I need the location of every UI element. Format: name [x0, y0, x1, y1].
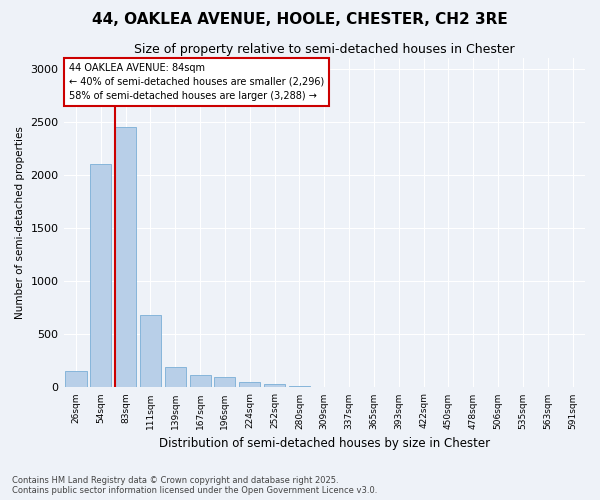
Y-axis label: Number of semi-detached properties: Number of semi-detached properties: [15, 126, 25, 319]
Bar: [264, 384, 285, 388]
Bar: [140, 315, 161, 388]
Bar: [239, 382, 260, 388]
Bar: [214, 378, 235, 388]
Title: Size of property relative to semi-detached houses in Chester: Size of property relative to semi-detach…: [134, 42, 515, 56]
Bar: [190, 374, 211, 388]
Text: 44 OAKLEA AVENUE: 84sqm
← 40% of semi-detached houses are smaller (2,296)
58% of: 44 OAKLEA AVENUE: 84sqm ← 40% of semi-de…: [69, 63, 324, 101]
Bar: [90, 164, 112, 388]
Bar: [165, 367, 186, 388]
Bar: [289, 386, 310, 388]
Text: 44, OAKLEA AVENUE, HOOLE, CHESTER, CH2 3RE: 44, OAKLEA AVENUE, HOOLE, CHESTER, CH2 3…: [92, 12, 508, 28]
Bar: [65, 371, 86, 388]
Bar: [314, 387, 335, 388]
Text: Contains HM Land Registry data © Crown copyright and database right 2025.
Contai: Contains HM Land Registry data © Crown c…: [12, 476, 377, 495]
Bar: [115, 127, 136, 388]
X-axis label: Distribution of semi-detached houses by size in Chester: Distribution of semi-detached houses by …: [159, 437, 490, 450]
